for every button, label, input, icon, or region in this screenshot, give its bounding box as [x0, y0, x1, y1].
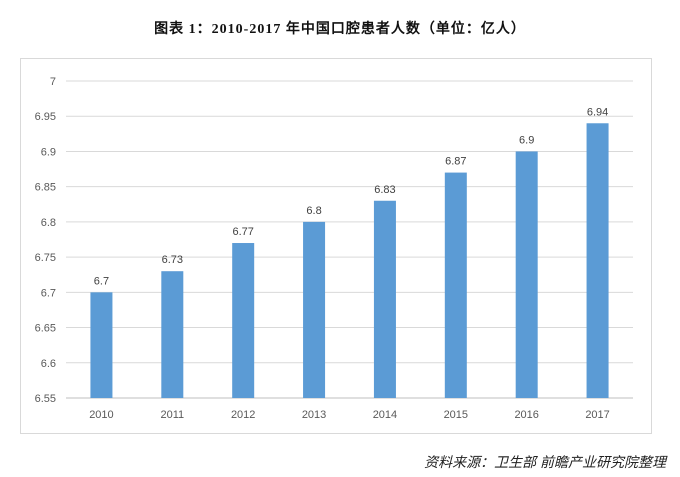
- y-tick-label: 6.8: [41, 217, 56, 229]
- y-tick-label: 6.6: [41, 358, 56, 370]
- data-label: 6.87: [445, 156, 466, 168]
- bar: [515, 151, 538, 398]
- bar: [586, 123, 609, 399]
- bar: [161, 271, 184, 398]
- x-tick-label: 2010: [89, 409, 113, 421]
- bar: [373, 200, 396, 398]
- data-label: 6.9: [519, 134, 534, 146]
- bar: [303, 221, 326, 398]
- y-tick-label: 6.65: [35, 323, 56, 335]
- x-tick-label: 2014: [373, 409, 397, 421]
- x-tick-label: 2015: [444, 409, 468, 421]
- data-label: 6.83: [374, 184, 395, 196]
- y-tick-label: 6.85: [35, 182, 56, 194]
- y-tick-label: 6.7: [41, 287, 56, 299]
- source-note: 资料来源：卫生部 前瞻产业研究院整理: [424, 454, 666, 470]
- y-tick-label: 6.95: [35, 111, 56, 123]
- y-tick-label: 7: [50, 76, 56, 88]
- y-tick-label: 6.75: [35, 252, 56, 264]
- chart-frame: [20, 58, 652, 434]
- bar: [232, 243, 255, 398]
- y-tick-label: 6.9: [41, 146, 56, 158]
- bar: [90, 292, 113, 398]
- data-label: 6.7: [94, 275, 109, 287]
- data-label: 6.73: [162, 254, 183, 266]
- x-tick-label: 2013: [302, 409, 326, 421]
- bar: [444, 172, 467, 398]
- data-label: 6.77: [232, 226, 253, 238]
- x-tick-label: 2016: [514, 409, 538, 421]
- data-label: 6.8: [306, 205, 321, 217]
- chart-title: 图表 1：2010-2017 年中国口腔患者人数（单位：亿人）: [154, 22, 526, 37]
- data-label: 6.94: [587, 106, 608, 118]
- x-tick-label: 2012: [231, 409, 255, 421]
- x-tick-label: 2011: [160, 409, 184, 421]
- y-tick-label: 6.55: [35, 393, 56, 405]
- x-tick-label: 2017: [585, 409, 609, 421]
